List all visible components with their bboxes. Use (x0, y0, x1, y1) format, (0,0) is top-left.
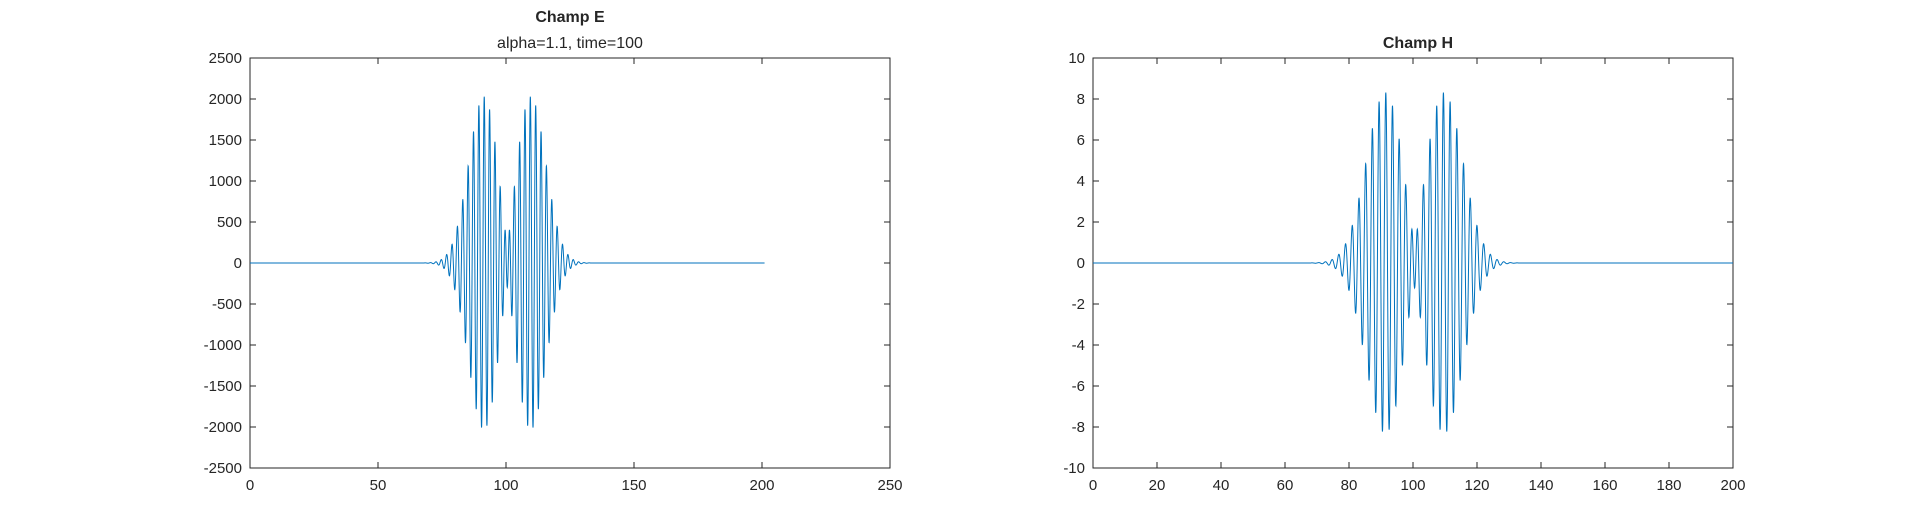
champ-h-x-tick-label: 200 (1720, 477, 1745, 494)
champ-e-x-tick-label: 150 (621, 477, 646, 494)
champ-h-x-tick-label: 0 (1089, 477, 1097, 494)
champ-e-y-tick-label: 500 (217, 214, 242, 231)
champ-h-x-tick-label: 80 (1341, 477, 1358, 494)
champ-e-y-tick-label: -500 (212, 296, 242, 313)
champ-h-y-tick-label: -10 (1063, 460, 1085, 477)
champ-h-x-tick-label: 60 (1277, 477, 1294, 494)
champ-h-y-tick-label: 2 (1077, 214, 1085, 231)
champ-e-y-tick-label: 2500 (209, 50, 242, 67)
champ-h-x-tick-label: 100 (1400, 477, 1425, 494)
champ-e-y-tick-label: -1500 (204, 378, 242, 395)
champ-h-y-tick-label: 4 (1077, 173, 1085, 190)
champ-h-title: Champ H (1383, 35, 1453, 52)
champ-e-x-tick-label: 250 (877, 477, 902, 494)
champ-e-y-tick-label: 1000 (209, 173, 242, 190)
champ-h-x-tick-label: 140 (1528, 477, 1553, 494)
champ-h-series-line (1093, 92, 1733, 432)
champ-e-y-tick-label: -1000 (204, 337, 242, 354)
champ-h-x-tick-label: 40 (1213, 477, 1230, 494)
champ-e-y-tick-label: 2000 (209, 91, 242, 108)
champ-e-title: Champ E (535, 9, 605, 26)
champ-h-y-tick-label: 6 (1077, 132, 1085, 149)
champ-h-y-tick-label: -6 (1072, 378, 1085, 395)
champ-e-y-tick-label: -2000 (204, 419, 242, 436)
champ-e-x-tick-label: 0 (246, 477, 254, 494)
champ-h-y-tick-label: -4 (1072, 337, 1085, 354)
champ-h-y-tick-label: 8 (1077, 91, 1085, 108)
champ-e-y-tick-label: 1500 (209, 132, 242, 149)
champ-e-x-tick-label: 200 (749, 477, 774, 494)
champ-h-y-tick-label: -8 (1072, 419, 1085, 436)
champ-e-x-tick-label: 100 (493, 477, 518, 494)
champ-e-y-tick-label: 0 (234, 255, 242, 272)
champ-h-x-tick-label: 160 (1592, 477, 1617, 494)
champ-e-series-line (250, 96, 765, 428)
champ-e-y-tick-label: -2500 (204, 460, 242, 477)
champ-e-x-tick-label: 50 (370, 477, 387, 494)
champ-h-x-tick-label: 180 (1656, 477, 1681, 494)
champ-h-y-tick-label: -2 (1072, 296, 1085, 313)
champ-e-subtitle: alpha=1.1, time=100 (497, 35, 643, 52)
champ-h-axes: Champ H 0 20 40 60 80 100 120 140 160 180 200-10-8… (1063, 35, 1745, 494)
champ-h-x-tick-label: 120 (1464, 477, 1489, 494)
champ-h-y-tick-label: 0 (1077, 255, 1085, 272)
champ-e-axes: Champ E alpha=1.1, time=100 0 50 100 150 200… (204, 9, 903, 494)
champ-h-y-tick-label: 10 (1068, 50, 1085, 67)
champ-h-x-tick-label: 20 (1149, 477, 1166, 494)
